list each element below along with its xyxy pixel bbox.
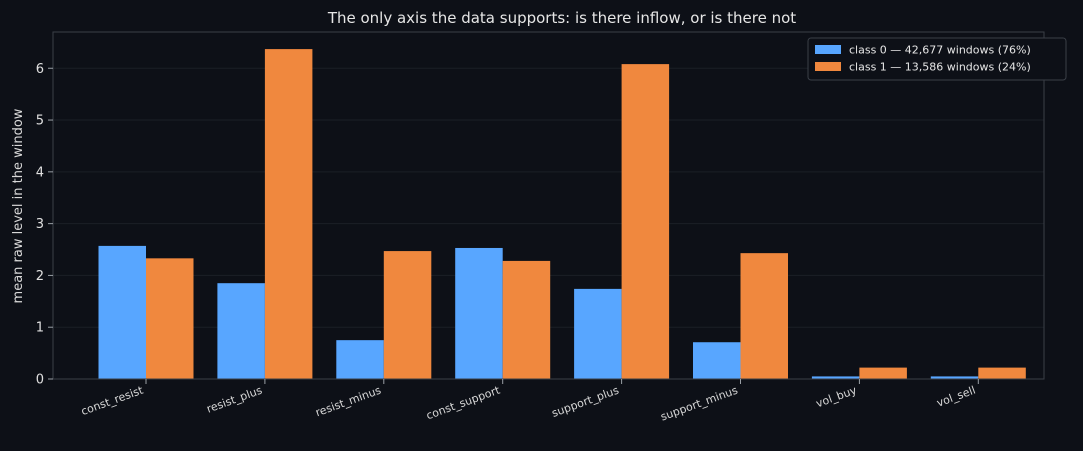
bar-vol_sell-series-1	[978, 367, 1026, 379]
bar-const_resist-series-0	[98, 245, 146, 379]
bar-resist_minus-series-0	[336, 340, 384, 379]
bar-support_plus-series-1	[621, 64, 670, 380]
y-tick-label: 3	[36, 217, 44, 232]
bar-vol_buy-series-0	[811, 376, 860, 379]
y-tick-label: 0	[36, 373, 44, 388]
legend-label-series-0: class 0 — 42,677 windows (76%)	[849, 44, 1031, 57]
bar-support_plus-series-0	[574, 288, 622, 379]
bar-const_support-series-1	[502, 260, 551, 379]
legend-label-series-1: class 1 — 13,586 windows (24%)	[849, 61, 1031, 74]
y-axis-label: mean raw level in the window	[11, 108, 26, 303]
bar-const_resist-series-1	[146, 258, 194, 379]
bar-support_minus-series-0	[693, 342, 741, 379]
legend: class 0 — 42,677 windows (76%) class 1 — …	[807, 37, 1067, 81]
y-tick-label: 1	[36, 321, 44, 336]
bars	[98, 49, 1026, 380]
legend-swatch-series-0	[815, 45, 841, 54]
y-tick-label: 5	[36, 114, 44, 129]
y-tick-label: 2	[36, 269, 44, 284]
plot-frame	[52, 31, 1045, 380]
y-tick-label: 4	[36, 165, 44, 180]
bar-support_minus-series-1	[740, 253, 788, 379]
bar-vol_sell-series-0	[930, 376, 979, 379]
bar-resist_plus-series-1	[264, 49, 313, 380]
y-axis-ticks: 0 1 2 3 4 5 6	[36, 62, 53, 388]
bar-resist_plus-series-0	[217, 283, 265, 379]
chart-title: The only axis the data supports: is ther…	[327, 9, 796, 27]
bar-vol_buy-series-1	[859, 367, 907, 379]
bar-resist_minus-series-1	[383, 251, 432, 379]
y-tick-label: 6	[36, 62, 44, 77]
legend-box	[807, 37, 1067, 81]
bar-const_support-series-0	[455, 247, 503, 379]
legend-swatch-series-1	[815, 62, 841, 71]
